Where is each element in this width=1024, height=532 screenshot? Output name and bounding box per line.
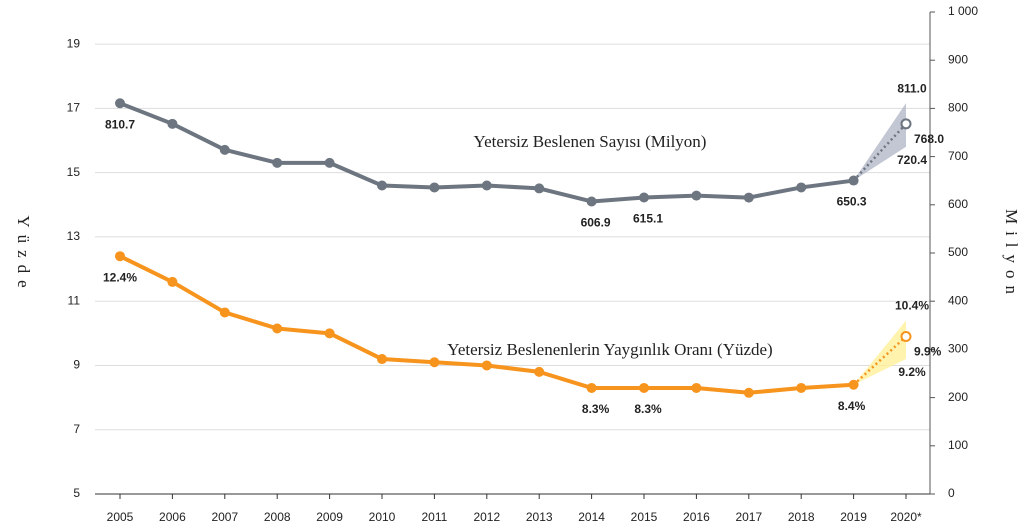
data-label: 810.7 [105,117,135,131]
y2-tick-label: 200 [948,390,968,404]
y2-tick-label: 600 [948,197,968,211]
data-label: 12.4% [103,270,137,284]
x-tick-label: 2011 [421,510,447,524]
data-point [481,360,492,371]
data-point [900,331,912,343]
data-label: 9.9% [914,345,942,359]
x-tick-label: 2016 [683,510,710,524]
data-point [586,196,597,207]
data-label: 768.0 [914,132,944,146]
y-tick-label: 15 [67,165,81,179]
y2-tick-label: 100 [948,438,968,452]
range-label: 811.0 [897,81,927,95]
data-point [167,276,178,287]
data-point [586,382,597,393]
y-axis-label: Yüzde [14,215,33,294]
y-tick-label: 13 [67,229,81,243]
x-tick-label: 2009 [316,510,343,524]
x-tick-label: 2015 [631,510,658,524]
range-label: 9.2% [898,365,926,379]
y2-tick-label: 1 000 [948,4,978,18]
x-tick-label: 2014 [578,510,605,524]
x-tick-label: 2010 [369,510,396,524]
x-tick-label: 2020* [890,510,922,524]
data-point [272,323,283,334]
data-point [534,183,545,194]
data-label: 8.4% [838,399,866,413]
data-point [429,182,440,193]
x-tick-label: 2019 [840,510,867,524]
data-point [377,180,387,191]
projection-line [852,335,907,386]
series-line [119,254,854,395]
x-tick-label: 2018 [788,510,815,524]
data-point [900,118,912,130]
data-point [848,175,859,186]
y2-axis-label: Milyon [1002,209,1021,301]
data-point [534,366,545,377]
data-point [848,379,859,390]
data-label: 615.1 [633,212,663,226]
data-point [272,157,283,168]
x-tick-label: 2017 [735,510,762,524]
data-point [377,354,387,365]
x-tick-label: 2013 [526,510,553,524]
y2-tick-label: 500 [948,245,968,259]
x-tick-label: 2005 [107,510,134,524]
series-name: Yetersiz Beslenen Sayısı (Milyon) [474,132,707,151]
data-point [743,387,754,398]
y2-tick-label: 700 [948,149,968,163]
data-point [639,192,649,203]
y-tick-label: 9 [73,358,80,372]
y2-tick-label: 400 [948,293,968,307]
data-point [167,118,178,129]
series-name: Yetersiz Beslenenlerin Yaygınlık Oranı (… [447,340,772,359]
projection-band [853,320,906,385]
data-point [429,357,440,368]
y-tick-label: 17 [67,101,81,115]
x-tick-label: 2008 [264,510,291,524]
range-label: 720.4 [897,153,927,167]
data-point [324,328,335,339]
x-tick-label: 2006 [159,510,186,524]
data-label: 8.3% [634,402,662,416]
data-point [691,190,702,201]
data-point [796,182,807,193]
data-point [639,382,649,393]
data-point [115,98,125,109]
data-point [481,180,492,191]
projection-band [853,103,906,181]
data-point [219,307,230,318]
data-point [219,144,230,155]
data-point [796,382,807,393]
y2-tick-label: 900 [948,52,968,66]
data-point [324,157,335,168]
data-label: 650.3 [837,195,867,209]
data-label: 8.3% [582,402,610,416]
data-point [115,251,125,262]
y-tick-label: 19 [67,36,81,50]
x-tick-label: 2012 [473,510,500,524]
y-tick-label: 5 [73,486,80,500]
y2-tick-label: 0 [948,486,955,500]
y2-tick-label: 800 [948,101,968,115]
data-point [743,192,754,203]
x-tick-label: 2007 [211,510,238,524]
y2-tick-label: 300 [948,342,968,356]
data-point [691,382,702,393]
y-tick-label: 7 [73,422,80,436]
range-label: 10.4% [895,299,929,313]
data-label: 606.9 [581,216,611,230]
y-tick-label: 11 [68,293,81,307]
